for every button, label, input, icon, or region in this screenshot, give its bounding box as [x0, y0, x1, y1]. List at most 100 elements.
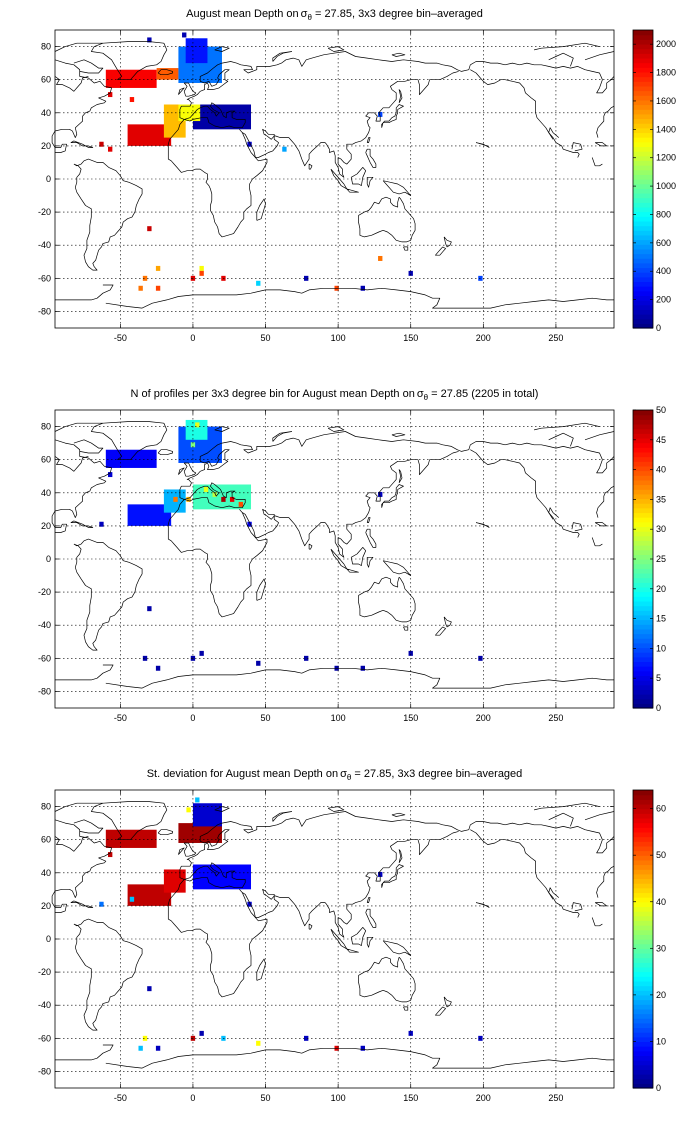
y-tick-label: -60 — [38, 653, 51, 663]
coastline — [272, 431, 293, 442]
colorbar-tick-label: 400 — [656, 266, 671, 276]
coastline — [358, 196, 416, 243]
coastline — [308, 543, 313, 550]
data-cell — [147, 606, 152, 612]
coastline — [365, 148, 377, 168]
colorbar-tick-label: 20 — [656, 990, 666, 1000]
y-tick-label: -40 — [38, 240, 51, 250]
coastline — [346, 188, 359, 193]
data-cell — [190, 442, 196, 448]
y-tick-label: 60 — [41, 455, 51, 465]
title-subscript: θ — [347, 773, 352, 782]
data-cell — [199, 650, 204, 656]
data-cell — [99, 521, 104, 527]
coastline — [571, 902, 583, 912]
y-tick-label: -20 — [38, 967, 51, 977]
title-main: August mean Depth on — [186, 8, 299, 20]
coastline — [73, 59, 104, 74]
data-cell — [229, 496, 235, 502]
coastline — [470, 829, 580, 918]
coastline — [382, 940, 412, 956]
coastline — [214, 46, 230, 52]
coastline — [178, 467, 185, 475]
coastline — [591, 917, 603, 927]
coastline — [548, 887, 560, 900]
title-subscript: θ — [307, 13, 312, 22]
coastline — [443, 236, 452, 248]
coastline — [470, 441, 615, 474]
coastline — [398, 469, 403, 483]
y-tick-label: -60 — [38, 1033, 51, 1043]
coastline — [358, 956, 416, 1003]
data-cell — [195, 422, 200, 428]
coastline — [381, 484, 404, 508]
coastline — [571, 142, 583, 152]
data-cell — [129, 896, 135, 902]
coastline — [54, 42, 103, 52]
coastline — [403, 626, 409, 631]
data-cell — [142, 1035, 148, 1041]
coastline — [443, 996, 452, 1008]
title-main: N of profiles per 3x3 degree bin for Aug… — [131, 388, 415, 400]
coastline — [470, 61, 615, 94]
colorbar-tick-label: 40 — [656, 465, 666, 475]
colorbar-tick-label: 0 — [656, 1083, 661, 1093]
coastline — [346, 948, 359, 953]
colorbar-tick-label: 1600 — [656, 96, 676, 106]
data-cell — [142, 655, 148, 661]
data-block — [127, 504, 172, 526]
coastline — [366, 176, 374, 188]
x-tick-label: -50 — [114, 713, 127, 723]
coastline — [272, 811, 293, 822]
data-block — [185, 419, 208, 440]
data-cell — [173, 496, 178, 502]
coastline — [51, 510, 67, 533]
coastline — [391, 432, 406, 437]
coastline — [327, 806, 345, 812]
coastline — [105, 667, 614, 689]
coastline — [435, 1006, 446, 1016]
y-tick-label: -20 — [38, 207, 51, 217]
coastline — [358, 576, 416, 623]
colorbar-tick-label: 200 — [656, 295, 671, 305]
coastline — [214, 426, 230, 432]
coastline — [350, 547, 367, 566]
coastline — [594, 902, 608, 907]
coastline — [596, 105, 615, 138]
coastline — [435, 246, 446, 256]
coastline — [435, 626, 446, 636]
coastline — [470, 821, 615, 854]
y-tick-label: -40 — [38, 620, 51, 630]
x-tick-label: 200 — [476, 333, 491, 343]
coastline — [73, 439, 104, 454]
coastline — [183, 842, 197, 857]
coastline — [55, 1044, 114, 1061]
colorbar-tick-label: 45 — [656, 435, 666, 445]
coastline — [584, 431, 615, 441]
coastline — [403, 246, 409, 251]
x-tick-label: 0 — [190, 713, 195, 723]
colorbar-tick-label: 1400 — [656, 124, 676, 134]
coastline — [73, 819, 104, 834]
coastline — [548, 52, 574, 67]
colorbar: 0 5 10 15 20 25 30 35 40 45 50 — [632, 405, 666, 713]
data-block — [156, 68, 179, 80]
colorbar-tick-label: 15 — [656, 614, 666, 624]
coastline — [54, 439, 112, 518]
coastline — [548, 127, 560, 140]
data-cell — [304, 1035, 309, 1041]
data-cell — [155, 1045, 161, 1051]
coastline — [70, 140, 94, 148]
y-tick-label: -80 — [38, 686, 51, 696]
coastline — [382, 560, 412, 576]
y-tick-label: 80 — [41, 422, 51, 432]
title-rest: = 27.85 (2205 in total) — [428, 388, 538, 400]
coastline — [157, 829, 173, 836]
title-main: St. deviation for August mean Depth on — [147, 768, 338, 780]
data-cell — [195, 797, 200, 803]
coastline — [105, 1047, 614, 1069]
x-tick-label: 0 — [190, 333, 195, 343]
y-tick-label: 60 — [41, 75, 51, 85]
data-cell — [256, 280, 261, 286]
coastline — [178, 87, 185, 95]
